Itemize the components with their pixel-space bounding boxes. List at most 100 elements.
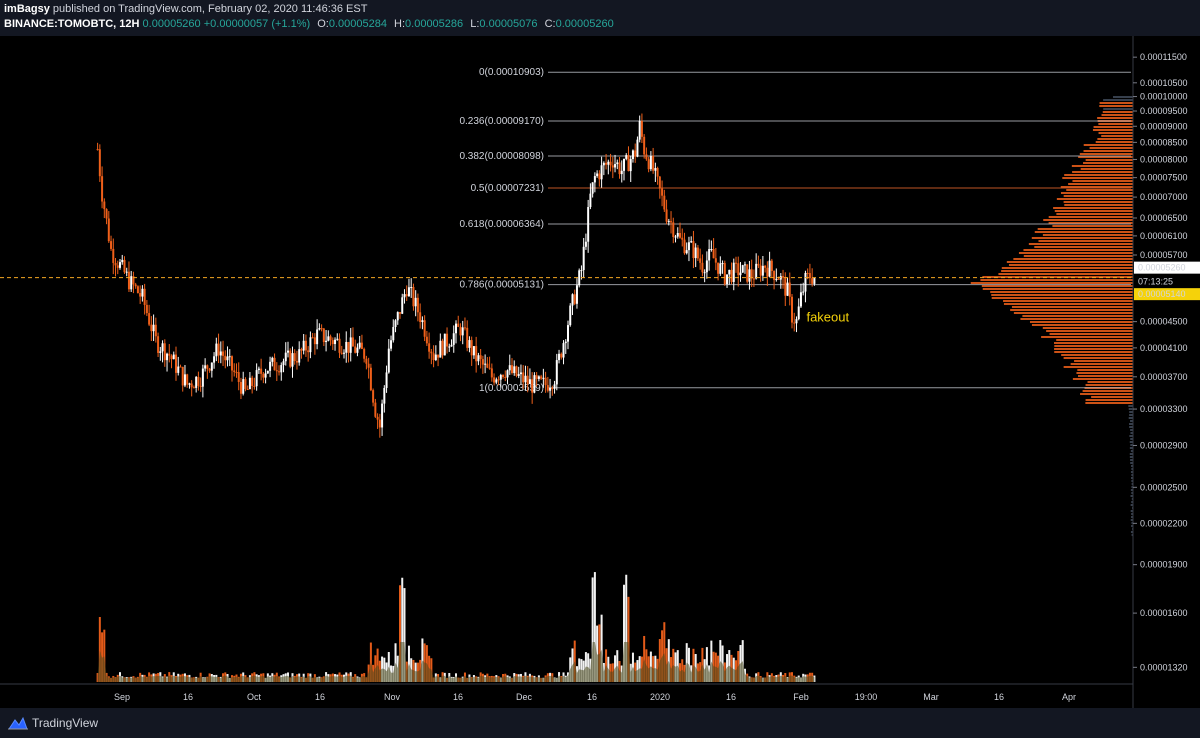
candle-body — [302, 340, 305, 351]
tradingview-brand[interactable]: TradingView — [8, 716, 98, 730]
candle-body — [712, 249, 715, 259]
candle-body — [540, 376, 543, 379]
candle-body — [338, 338, 341, 353]
volume-profile-row — [1129, 447, 1133, 449]
candle-body — [248, 377, 251, 390]
candle-body — [703, 272, 706, 274]
volume-profile-row — [1097, 138, 1133, 140]
candle-body — [190, 383, 193, 388]
volume-profile-row — [1131, 516, 1133, 518]
candle-body — [139, 293, 142, 297]
candle-body — [526, 375, 529, 385]
time-tick-label: Sep — [114, 692, 130, 702]
price-tick-label: 0.00003300 — [1140, 404, 1188, 414]
candle-body — [331, 340, 334, 345]
candle-body — [605, 162, 608, 165]
volume-profile-row — [1131, 534, 1133, 536]
candle-body — [726, 274, 729, 285]
time-tick-label: 2020 — [650, 692, 670, 702]
candle-body — [676, 233, 679, 237]
publisher-name[interactable]: imBagsy — [4, 3, 50, 15]
chart-background — [0, 36, 1200, 708]
volume-profile-row — [1130, 531, 1133, 533]
candle-body — [685, 250, 688, 254]
candle-body — [336, 338, 339, 340]
candle-body — [542, 377, 545, 379]
volume-profile-row — [1130, 462, 1133, 464]
candle-body — [546, 385, 549, 391]
volume-profile-row — [1079, 153, 1133, 155]
candle-body — [470, 340, 473, 356]
candle-body — [466, 327, 469, 348]
price-chart[interactable]: 0(0.00010903) 0.236(0.00009170) 0.382(0.00… — [0, 36, 1200, 708]
candle-body — [392, 327, 395, 341]
volume-profile-row — [1131, 492, 1133, 494]
candle-body — [313, 337, 316, 345]
candle-body — [390, 340, 393, 349]
candle-body — [696, 247, 699, 259]
current-price-tag-box — [1134, 288, 1200, 301]
close-label: C: — [544, 18, 556, 30]
candle-body — [468, 340, 471, 348]
volume-bar — [667, 639, 670, 682]
candle-body — [647, 159, 650, 170]
candle-body — [645, 154, 648, 160]
candle-body — [710, 249, 713, 251]
price-tick-label: 0.00008000 — [1140, 154, 1188, 164]
symbol-name[interactable]: BINANCE:TOMOBTC, 12H — [4, 18, 140, 30]
candle-body — [614, 164, 617, 168]
candle-body — [188, 383, 191, 385]
candle-body — [233, 370, 236, 373]
candle-body — [743, 264, 746, 266]
candle-body — [638, 121, 641, 140]
volume-profile-row — [1056, 213, 1133, 215]
volume-profile-row — [1063, 357, 1133, 359]
candle-body — [752, 278, 755, 280]
volume-profile-row — [970, 282, 1133, 284]
time-tick-label: Oct — [247, 692, 262, 702]
fibonacci-retracement[interactable]: 0(0.00010903) 0.236(0.00009170) 0.382(0.00… — [459, 67, 1131, 394]
candle-body — [298, 349, 301, 363]
volume-profile-row — [1089, 147, 1133, 149]
publish-line: imBagsy published on TradingView.com, Fe… — [4, 1, 367, 18]
volume-profile-row — [1003, 300, 1133, 302]
volume-profile-row — [1113, 96, 1133, 98]
volume-profile-row — [980, 279, 1133, 281]
volume-profile-row — [1131, 483, 1133, 485]
candle-body — [658, 176, 661, 189]
candle-body — [291, 353, 294, 367]
volume-profile-row — [1078, 156, 1133, 158]
candle-body — [114, 262, 117, 266]
volume-bar — [643, 635, 646, 682]
candle-body — [273, 357, 276, 371]
candle-body — [399, 312, 401, 314]
volume-profile-row — [1129, 426, 1133, 428]
candle-body — [405, 294, 408, 297]
volume-profile-row — [1129, 423, 1133, 425]
candle-body — [764, 265, 767, 268]
candle-body — [598, 173, 601, 180]
candle-body — [562, 343, 565, 358]
volume-bar — [598, 624, 601, 682]
fakeout-annotation[interactable]: fakeout — [806, 309, 849, 324]
volume-profile-row — [1008, 264, 1133, 266]
candle-body — [459, 326, 462, 336]
candle-body — [517, 374, 520, 376]
time-tick-label: 16 — [183, 692, 193, 702]
candle-body — [264, 373, 267, 378]
time-tick-label: 19:00 — [855, 692, 878, 702]
candle-body — [235, 372, 238, 374]
chart-header: imBagsy published on TradingView.com, Fe… — [0, 0, 1200, 36]
candle-body — [383, 387, 386, 404]
candle-body — [307, 350, 310, 353]
volume-profile-row — [1102, 111, 1133, 113]
candle-body — [535, 375, 538, 379]
volume-profile-row — [1020, 318, 1133, 320]
candle-body — [175, 354, 177, 373]
candle-body — [448, 346, 451, 348]
volume-profile-row — [1043, 219, 1133, 221]
volume-profile-row — [1099, 105, 1133, 107]
candle-body — [318, 328, 321, 330]
volume-bar — [101, 632, 104, 682]
candle-body — [737, 263, 740, 276]
